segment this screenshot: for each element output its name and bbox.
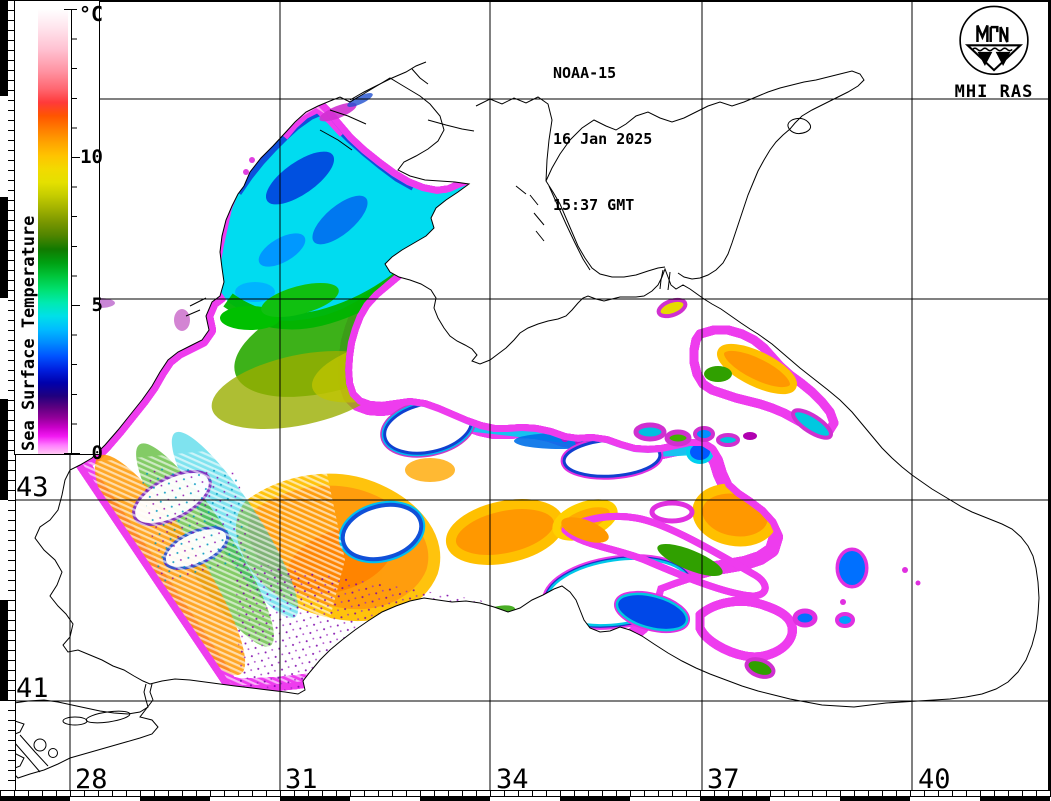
satellite-name: NOAA-15 <box>553 64 617 82</box>
grid-lines <box>8 0 1048 790</box>
dzharylhach-island <box>427 119 475 132</box>
detached-patches <box>561 297 1043 679</box>
colorbar-gradient <box>38 9 68 454</box>
lon-label-40: 40 <box>918 764 951 795</box>
colorbar-axis <box>71 9 72 454</box>
acquisition-info: NOAA-15 16 Jan 2025 15:37 GMT <box>553 18 652 260</box>
arabat-spit <box>548 185 591 271</box>
right-border <box>1048 0 1051 801</box>
sivash-lines <box>515 185 545 242</box>
utlyuk-spit <box>475 96 553 182</box>
azov-sea-outline <box>545 70 865 280</box>
lon-label-37: 37 <box>707 764 740 795</box>
lon-label-28: 28 <box>75 764 108 795</box>
kerch-strait <box>659 269 671 291</box>
mhi-ras-logo: MHI RAS <box>936 4 1051 102</box>
longitude-ruler-ticks <box>0 790 1051 797</box>
longitude-ruler-bar <box>0 797 1051 801</box>
gallipoli-lines <box>13 734 49 773</box>
dnieper-estuary <box>319 61 429 151</box>
acquisition-time: 15:37 GMT <box>553 196 635 214</box>
acquisition-date: 16 Jan 2025 <box>553 130 653 148</box>
lon-label-34: 34 <box>496 764 529 795</box>
blob-chain <box>633 422 757 447</box>
coastlines <box>0 61 1040 779</box>
don-delta <box>787 117 812 135</box>
bosphorus <box>143 683 154 701</box>
colorbar-minor-ticks <box>72 9 77 455</box>
lat-label-43: 43 <box>16 472 49 503</box>
colorbar-tick-10: 10 <box>80 146 103 168</box>
colorbar-tick-0: 0 <box>91 442 103 464</box>
lon-label-31: 31 <box>285 764 318 795</box>
mhi-ras-emblem-icon <box>959 5 1029 76</box>
colorbar-tick-5: 5 <box>91 294 103 316</box>
mhi-ras-label: MHI RAS <box>954 82 1034 102</box>
colorbar-unit: °C <box>79 2 104 26</box>
colorbar-title: Sea Surface Temperature <box>19 215 39 451</box>
lat-label-41: 41 <box>16 673 49 704</box>
top-border <box>0 0 1051 2</box>
grid-labels: 43 41 28 31 34 37 40 <box>16 472 951 795</box>
colorbar-legend: Sea Surface Temperature 10 5 0 °C <box>14 0 104 464</box>
